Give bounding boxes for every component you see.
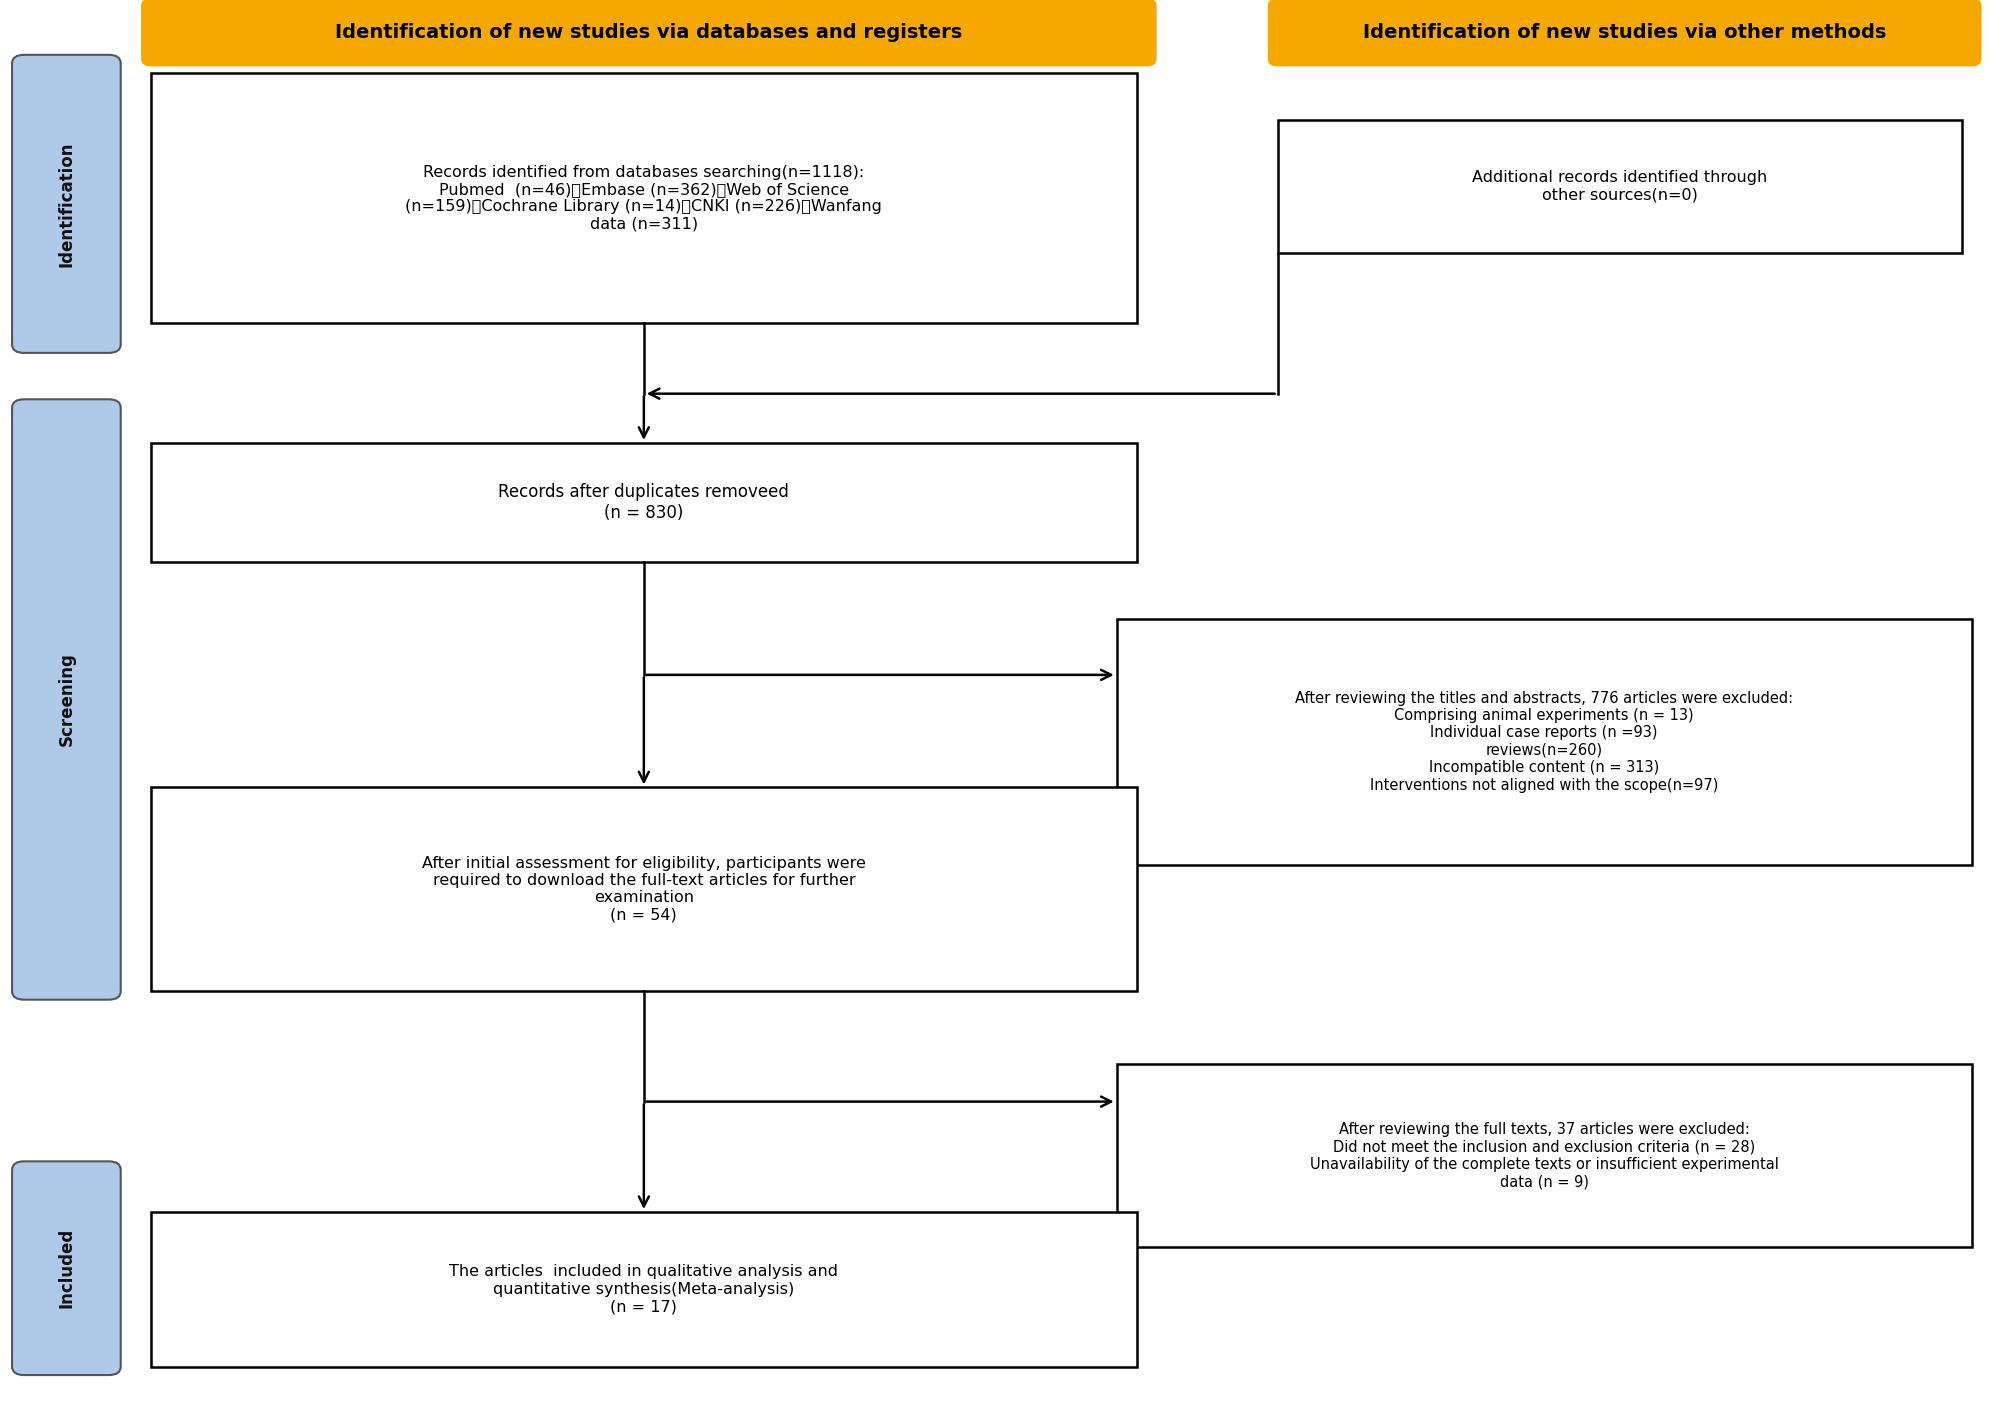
Text: Identification: Identification	[58, 141, 74, 267]
FancyBboxPatch shape	[12, 55, 121, 353]
Text: After initial assessment for eligibility, participants were
required to download: After initial assessment for eligibility…	[423, 856, 865, 922]
FancyBboxPatch shape	[1117, 1064, 1972, 1247]
FancyBboxPatch shape	[1117, 619, 1972, 865]
Text: Identification of new studies via databases and registers: Identification of new studies via databa…	[336, 22, 962, 42]
Text: Additional records identified through
other sources(n=0): Additional records identified through ot…	[1473, 170, 1767, 202]
FancyBboxPatch shape	[151, 73, 1137, 323]
Text: Identification of new studies via other methods: Identification of new studies via other …	[1362, 22, 1887, 42]
FancyBboxPatch shape	[151, 443, 1137, 562]
FancyBboxPatch shape	[143, 0, 1155, 65]
FancyBboxPatch shape	[12, 399, 121, 1000]
FancyBboxPatch shape	[1270, 0, 1980, 65]
Text: The articles  included in qualitative analysis and
quantitative synthesis(Meta-a: The articles included in qualitative ana…	[449, 1264, 839, 1315]
Text: After reviewing the titles and abstracts, 776 articles were excluded:
Comprising: After reviewing the titles and abstracts…	[1296, 690, 1793, 793]
Text: After reviewing the full texts, 37 articles were excluded:
Did not meet the incl: After reviewing the full texts, 37 artic…	[1310, 1122, 1779, 1189]
FancyBboxPatch shape	[12, 1161, 121, 1375]
FancyBboxPatch shape	[1278, 120, 1962, 253]
Text: Records identified from databases searching(n=1118):
Pubmed  (n=46)、Embase (n=36: Records identified from databases search…	[404, 165, 883, 232]
FancyBboxPatch shape	[151, 1212, 1137, 1367]
Text: Records after duplicates removeed
(n = 830): Records after duplicates removeed (n = 8…	[499, 484, 789, 522]
Text: Screening: Screening	[58, 652, 74, 747]
Text: Included: Included	[58, 1227, 74, 1309]
FancyBboxPatch shape	[151, 787, 1137, 991]
